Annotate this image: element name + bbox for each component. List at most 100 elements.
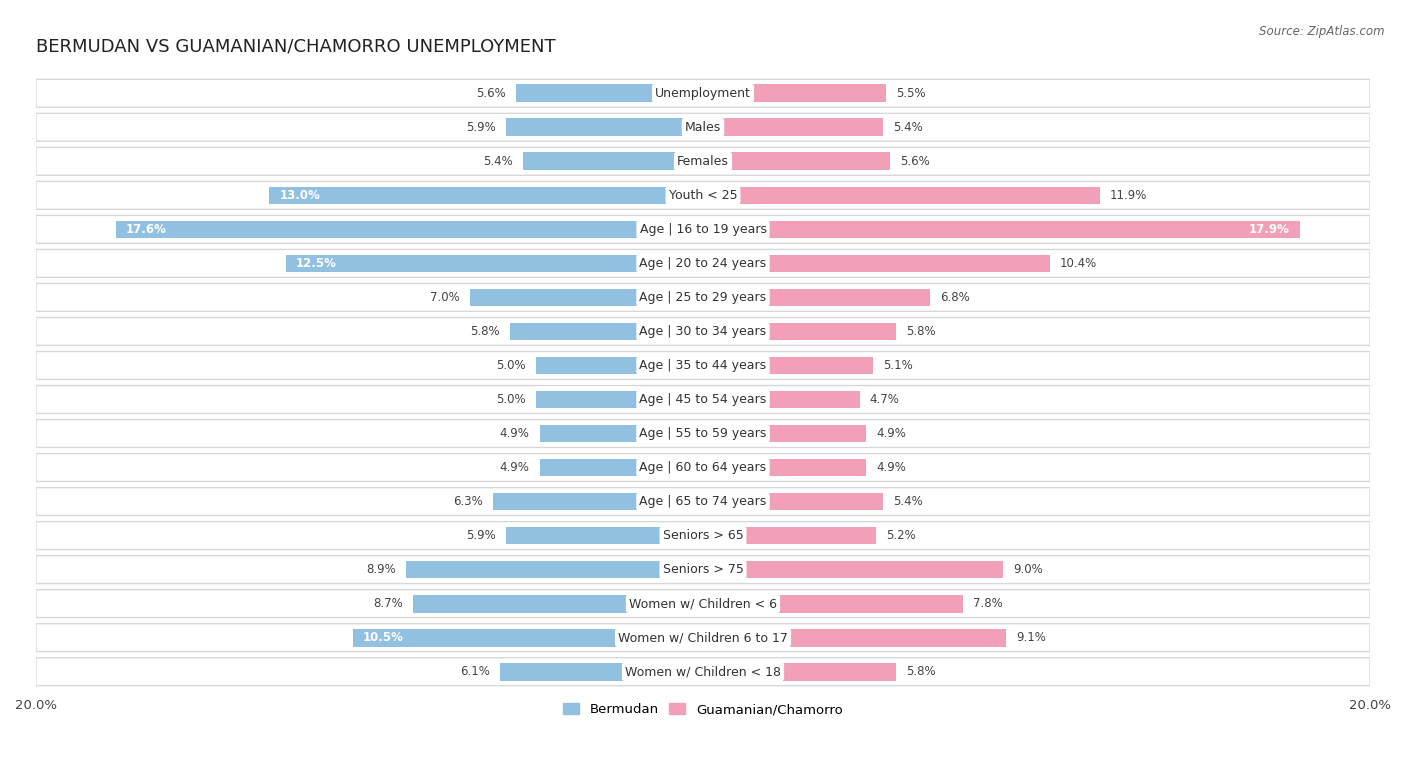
Bar bbox=[540, 459, 703, 476]
Text: 5.0%: 5.0% bbox=[496, 393, 526, 406]
Text: 5.9%: 5.9% bbox=[467, 529, 496, 542]
Text: Age | 25 to 29 years: Age | 25 to 29 years bbox=[640, 291, 766, 304]
FancyBboxPatch shape bbox=[37, 283, 1369, 311]
Bar bbox=[509, 322, 703, 341]
FancyBboxPatch shape bbox=[37, 453, 1369, 481]
Bar bbox=[703, 595, 963, 612]
Text: 8.9%: 8.9% bbox=[367, 563, 396, 576]
Text: Females: Females bbox=[678, 155, 728, 168]
Text: Age | 55 to 59 years: Age | 55 to 59 years bbox=[640, 427, 766, 440]
Text: 5.4%: 5.4% bbox=[484, 155, 513, 168]
Bar bbox=[523, 152, 703, 170]
Text: BERMUDAN VS GUAMANIAN/CHAMORRO UNEMPLOYMENT: BERMUDAN VS GUAMANIAN/CHAMORRO UNEMPLOYM… bbox=[37, 38, 555, 56]
Text: Age | 60 to 64 years: Age | 60 to 64 years bbox=[640, 461, 766, 474]
FancyBboxPatch shape bbox=[37, 522, 1369, 550]
Bar bbox=[499, 663, 703, 681]
Bar bbox=[703, 220, 1301, 238]
FancyBboxPatch shape bbox=[37, 590, 1369, 618]
Bar bbox=[413, 595, 703, 612]
Text: 4.7%: 4.7% bbox=[870, 393, 900, 406]
Bar bbox=[703, 85, 886, 102]
FancyBboxPatch shape bbox=[37, 182, 1369, 209]
Bar bbox=[703, 629, 1007, 646]
FancyBboxPatch shape bbox=[37, 624, 1369, 652]
FancyBboxPatch shape bbox=[37, 250, 1369, 277]
Text: 5.9%: 5.9% bbox=[467, 121, 496, 134]
Bar bbox=[703, 288, 929, 307]
Bar bbox=[703, 254, 1050, 273]
Text: 9.1%: 9.1% bbox=[1017, 631, 1046, 644]
Bar bbox=[703, 152, 890, 170]
Text: Women w/ Children < 6: Women w/ Children < 6 bbox=[628, 597, 778, 610]
Text: 13.0%: 13.0% bbox=[280, 188, 321, 202]
Text: 5.8%: 5.8% bbox=[470, 325, 499, 338]
Bar bbox=[703, 391, 859, 408]
Bar bbox=[406, 561, 703, 578]
FancyBboxPatch shape bbox=[37, 658, 1369, 686]
Bar bbox=[703, 118, 883, 136]
Text: 4.9%: 4.9% bbox=[876, 461, 907, 474]
Text: Youth < 25: Youth < 25 bbox=[669, 188, 737, 202]
Text: Women w/ Children 6 to 17: Women w/ Children 6 to 17 bbox=[619, 631, 787, 644]
Text: 11.9%: 11.9% bbox=[1109, 188, 1147, 202]
Bar bbox=[703, 493, 883, 510]
Text: 4.9%: 4.9% bbox=[499, 427, 530, 440]
Bar bbox=[703, 322, 897, 341]
Legend: Bermudan, Guamanian/Chamorro: Bermudan, Guamanian/Chamorro bbox=[558, 698, 848, 721]
Bar bbox=[117, 220, 703, 238]
Text: 9.0%: 9.0% bbox=[1014, 563, 1043, 576]
Bar bbox=[516, 85, 703, 102]
Bar bbox=[287, 254, 703, 273]
Bar bbox=[703, 186, 1099, 204]
Text: 5.8%: 5.8% bbox=[907, 665, 936, 678]
Text: Age | 16 to 19 years: Age | 16 to 19 years bbox=[640, 223, 766, 236]
FancyBboxPatch shape bbox=[37, 351, 1369, 379]
Text: 4.9%: 4.9% bbox=[499, 461, 530, 474]
FancyBboxPatch shape bbox=[37, 114, 1369, 142]
Bar bbox=[703, 459, 866, 476]
Text: 17.9%: 17.9% bbox=[1249, 223, 1289, 236]
Text: Age | 45 to 54 years: Age | 45 to 54 years bbox=[640, 393, 766, 406]
Text: 10.5%: 10.5% bbox=[363, 631, 404, 644]
Bar bbox=[536, 391, 703, 408]
Bar bbox=[470, 288, 703, 307]
Text: 5.0%: 5.0% bbox=[496, 359, 526, 372]
Text: Age | 65 to 74 years: Age | 65 to 74 years bbox=[640, 495, 766, 508]
FancyBboxPatch shape bbox=[37, 488, 1369, 516]
Text: Unemployment: Unemployment bbox=[655, 87, 751, 100]
Bar bbox=[536, 357, 703, 374]
Bar bbox=[703, 527, 876, 544]
Text: 17.6%: 17.6% bbox=[127, 223, 167, 236]
Text: 4.9%: 4.9% bbox=[876, 427, 907, 440]
FancyBboxPatch shape bbox=[37, 385, 1369, 413]
FancyBboxPatch shape bbox=[37, 79, 1369, 107]
Text: Age | 35 to 44 years: Age | 35 to 44 years bbox=[640, 359, 766, 372]
Text: 5.1%: 5.1% bbox=[883, 359, 912, 372]
Bar bbox=[703, 425, 866, 442]
Text: Seniors > 75: Seniors > 75 bbox=[662, 563, 744, 576]
Bar bbox=[540, 425, 703, 442]
Text: Males: Males bbox=[685, 121, 721, 134]
Text: Age | 30 to 34 years: Age | 30 to 34 years bbox=[640, 325, 766, 338]
FancyBboxPatch shape bbox=[37, 216, 1369, 243]
Text: Source: ZipAtlas.com: Source: ZipAtlas.com bbox=[1260, 25, 1385, 38]
Text: 6.3%: 6.3% bbox=[453, 495, 482, 508]
Text: 6.1%: 6.1% bbox=[460, 665, 489, 678]
Text: 8.7%: 8.7% bbox=[373, 597, 404, 610]
Text: 5.6%: 5.6% bbox=[900, 155, 929, 168]
Text: 5.6%: 5.6% bbox=[477, 87, 506, 100]
Text: 7.0%: 7.0% bbox=[430, 291, 460, 304]
Text: 5.2%: 5.2% bbox=[886, 529, 917, 542]
Bar bbox=[270, 186, 703, 204]
FancyBboxPatch shape bbox=[37, 556, 1369, 584]
Bar bbox=[506, 118, 703, 136]
Bar bbox=[703, 561, 1002, 578]
Text: 5.4%: 5.4% bbox=[893, 121, 922, 134]
Text: 12.5%: 12.5% bbox=[297, 257, 337, 270]
Bar bbox=[703, 357, 873, 374]
Text: Women w/ Children < 18: Women w/ Children < 18 bbox=[626, 665, 780, 678]
Bar bbox=[353, 629, 703, 646]
Text: 6.8%: 6.8% bbox=[939, 291, 970, 304]
Text: Seniors > 65: Seniors > 65 bbox=[662, 529, 744, 542]
Text: 5.5%: 5.5% bbox=[897, 87, 927, 100]
